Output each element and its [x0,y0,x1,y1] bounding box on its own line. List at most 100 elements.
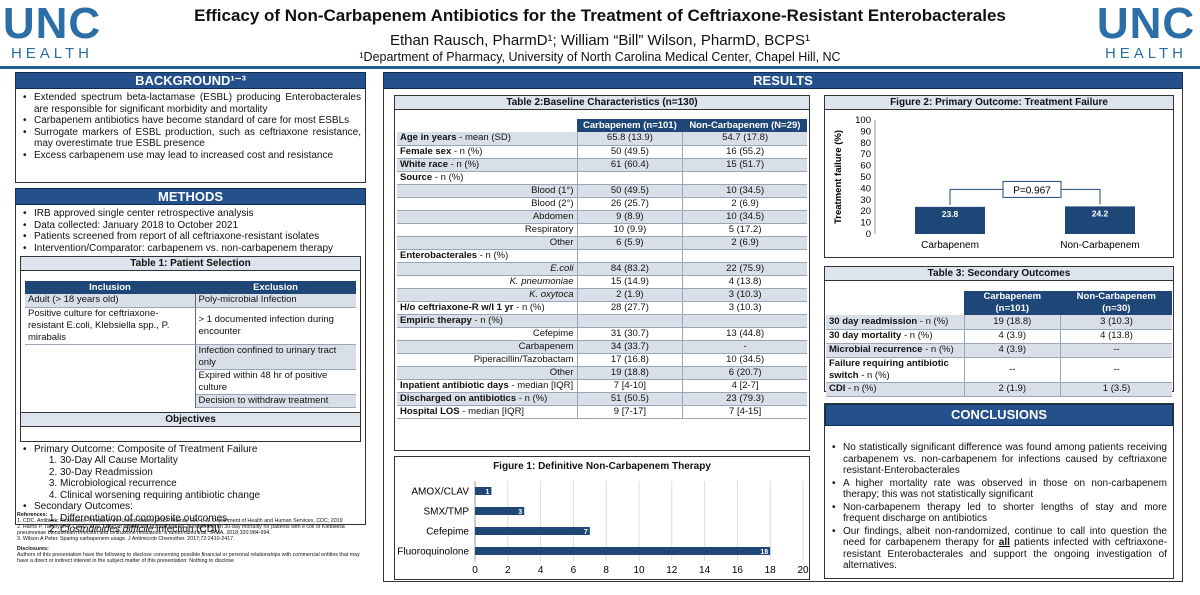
exclusion-cell: Poly-microbial Infection [195,294,356,308]
disclosures-title: Disclosures: [17,546,49,552]
row-label-text: H/o ceftriaxone-R w/I 1 yr [400,301,514,313]
table3-row: CDI - n (%) 2 (1.9) 1 (3.5) [826,382,1172,397]
bar [475,487,492,495]
carbapenem-value: 6 (5.9) [576,236,683,250]
table2-row: K. oxytoca 2 (1.9) 3 (10.3) [397,288,807,302]
row-label: Enterobacterales - n (%) [397,249,577,263]
row-label-suffix: - n (%) [901,330,933,341]
row-label-text: K. pneumoniae [509,275,574,287]
poster-department: ¹Department of Pharmacy, University of N… [359,50,841,64]
carbapenem-value: 50 (49.5) [576,145,683,159]
p-value-box [1002,180,1062,198]
carbapenem-value: 28 (27.7) [576,301,683,315]
poster-title: Efficacy of Non-Carbapenem Antibiotics f… [194,6,1006,25]
table1: Table 1: Patient Selection Inclusion Excl… [20,256,361,442]
exclusion-header: Exclusion [195,281,356,294]
carbapenem-value: 26 (25.7) [576,197,683,211]
conclusion-bullet: A higher mortality rate was observed in … [829,478,1167,501]
row-label: Discharged on antibiotics - n (%) [397,392,577,406]
table2-row: Carbapenem 34 (33.7) - [397,340,807,354]
patient-selection-table: Inclusion Exclusion Adult (> 18 years old… [25,281,356,408]
row-label: Abdomen [397,210,577,224]
table2-row: Blood (2°) 26 (25.7) 2 (6.9) [397,197,807,211]
background-bullet: Excess carbapenem use may lead to increa… [20,150,361,162]
cdi-text: infection (CDI) [153,524,221,535]
row-label-text: Blood (1°) [531,184,574,196]
y-tick-label: 40 [860,183,871,194]
y-tick-label: 80 [860,138,871,149]
bar-value-label: 18 [760,549,768,556]
x-tick-label: 4 [538,565,544,576]
y-tick-label: 70 [860,149,871,160]
secondary-outcomes-table: Carbapenem (n=101) Non-Carbapenem (n=30) … [826,291,1172,397]
primary-outcome: Primary Outcome: Composite of Treatment … [34,443,258,455]
bar-value-label: 1 [485,489,489,496]
row-label: Cefepime [397,327,577,341]
references-list: 1. CDC. Antibiotic Resistance Threats in… [17,518,366,542]
carbapenem-value: 7 [4-10] [576,379,683,393]
non-carbapenem-value: 2 (6.9) [682,197,807,211]
category-label: SMX/TMP [423,507,469,518]
table2-row: K. pneumoniae 15 (14.9) 4 (13.8) [397,275,807,289]
table2-row: H/o ceftriaxone-R w/I 1 yr - n (%) 28 (27… [397,301,807,315]
table1-row: Decision to withdraw treatment [25,394,356,408]
row-label-suffix: - median [IQR] [508,379,574,391]
secondary-outcome-item: Differentiation of composite outcomes [60,513,361,525]
background-section: BACKGROUND¹⁻³ Extended spectrum beta-lac… [15,72,366,183]
table3-row: 30 day readmission - n (%) 19 (18.8) 3 (10… [826,315,1172,330]
non-carbapenem-value: 2 (6.9) [682,236,807,250]
y-tick-label: 30 [860,195,871,206]
row-label-suffix: - n (%) [471,314,503,326]
bar-value-label: 23.8 [942,209,959,219]
primary-outcome-item: 30-Day All Cause Mortality [60,455,361,467]
carbapenem-value: 2 (1.9) [963,382,1061,397]
y-tick-label: 50 [860,172,871,183]
row-label: Other [397,366,577,380]
t2-col-carb: Carbapenem (n=101) [577,119,683,132]
methods-bullet: Patients screened from report of all cef… [20,231,361,243]
carbapenem-value: 9 (8.9) [576,210,683,224]
secondary-outcome-items: Differentiation of composite outcomesClo… [20,513,361,536]
row-label: Inpatient antibiotic days - median [IQR] [397,379,577,393]
table3-row: Failure requiring antibiotic switch - n … [826,357,1172,383]
row-label-text: K. oxytoca [529,288,574,300]
exclusion-cell: Decision to withdraw treatment [195,394,356,408]
reference-item: 2. Harris P, Tambyah P, Lye D, et al. Ef… [17,524,345,536]
methods-list: IRB approved single center retrospective… [20,208,361,254]
baseline-characteristics-table: Carbapenem (n=101) Non-Carbapenem (N=29) … [397,119,807,419]
methods-bullet: Data collected: January 2018 to October … [20,220,361,232]
y-tick-label: 20 [860,206,871,217]
non-carbapenem-value: 1 (3.5) [1060,382,1172,397]
carbapenem-value: 17 (16.8) [576,353,683,367]
category-label: Non-Carbapenem [1060,240,1140,251]
table3-row: Microbial recurrence - n (%) 4 (3.9) -- [826,343,1172,358]
figure1: Figure 1: Definitive Non-Carbapenem Ther… [394,456,810,580]
row-label-suffix: - n (%) [917,315,949,327]
row-label: Empiric therapy - n (%) [397,314,577,328]
figure2-title: Figure 2: Primary Outcome: Treatment Fai… [825,96,1173,110]
bar [475,507,525,515]
row-label-text: Inpatient antibiotic days [400,379,509,391]
row-label-suffix: - n (%) [845,383,877,394]
results-frame [383,88,1183,582]
table2-row: Piperacillin/Tazobactam 17 (16.8) 10 (34.5… [397,353,807,367]
non-carbapenem-value: 7 [4-15] [682,405,807,419]
carbapenem-value: 51 (50.5) [576,392,683,406]
carbapenem-value [576,171,683,185]
logo-subtext: HEALTH [1104,45,1188,62]
row-label-text: Blood (2°) [531,197,574,209]
row-label: E.coli [397,262,577,276]
row-label-text: E.coli [550,262,574,274]
header-rule [0,66,1200,69]
table2-row: Empiric therapy - n (%) [397,314,807,328]
non-carbapenem-value: 13 (44.8) [682,327,807,341]
table2-row: Cefepime 31 (30.7) 13 (44.8) [397,327,807,341]
logo-text: UNC [1096,0,1196,48]
row-label: Failure requiring antibiotic switch - n … [826,357,964,383]
bar-value-label: 3 [518,509,522,516]
non-carbapenem-value: 23 (79.3) [682,392,807,406]
row-label: Blood (2°) [397,197,577,211]
non-carbapenem-value: 16 (55.2) [682,145,807,159]
table2-row: Abdomen 9 (8.9) 10 (34.5) [397,210,807,224]
conclusion-text: Our findings, albeit non-randomized, con… [843,525,1167,549]
